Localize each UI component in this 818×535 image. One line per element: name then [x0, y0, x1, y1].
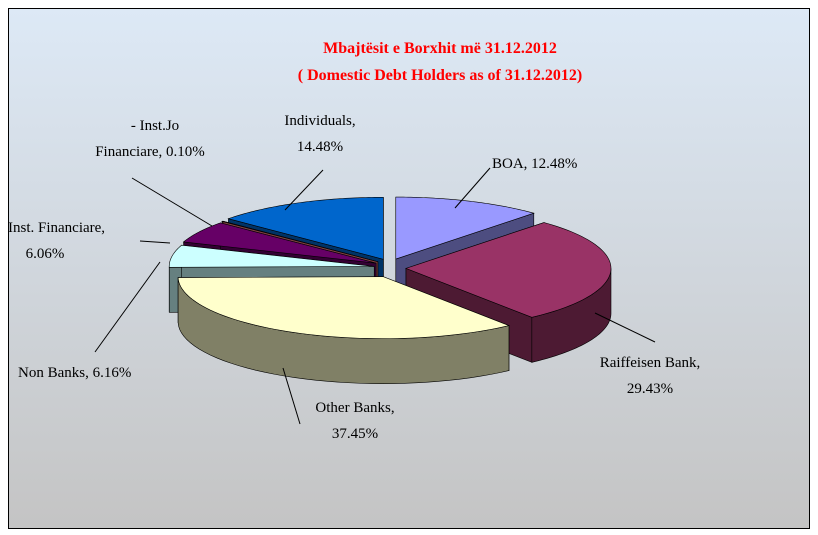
data-label: 29.43% [627, 381, 673, 397]
leader-line [282, 367, 301, 425]
data-label: Financiare, 0.10% [95, 144, 205, 160]
slice-top [168, 244, 375, 268]
leader-line [594, 312, 656, 343]
slice-top [221, 220, 378, 263]
data-label: 37.45% [332, 426, 378, 442]
data-label: Inst. Financiare, [8, 220, 105, 236]
leader-line [284, 169, 324, 211]
slice-top [405, 222, 612, 318]
data-label: BOA, 12.48% [492, 156, 577, 172]
data-label: 6.06% [26, 246, 65, 262]
leader-line [454, 167, 491, 209]
data-label: Individuals, [284, 113, 355, 129]
chart-subtitle: ( Domestic Debt Holders as of 31.12.2012… [298, 67, 582, 84]
slice-top [177, 276, 510, 339]
data-label: Non Banks, 6.16% [18, 365, 131, 381]
data-label: 14.48% [297, 139, 343, 155]
data-label: Other Banks, [315, 400, 394, 416]
chart-title: Mbajtësit e Borxhit më 31.12.2012 [323, 40, 557, 57]
data-label: - Inst.Jo [131, 118, 179, 134]
data-label: Raiffeisen Bank, [600, 355, 701, 371]
slice-top [395, 196, 535, 260]
leader-line [94, 261, 161, 353]
slice [177, 276, 510, 384]
slice-top [227, 196, 384, 260]
leader-line [139, 240, 171, 244]
slice-top [182, 222, 377, 264]
leader-line [131, 177, 213, 227]
